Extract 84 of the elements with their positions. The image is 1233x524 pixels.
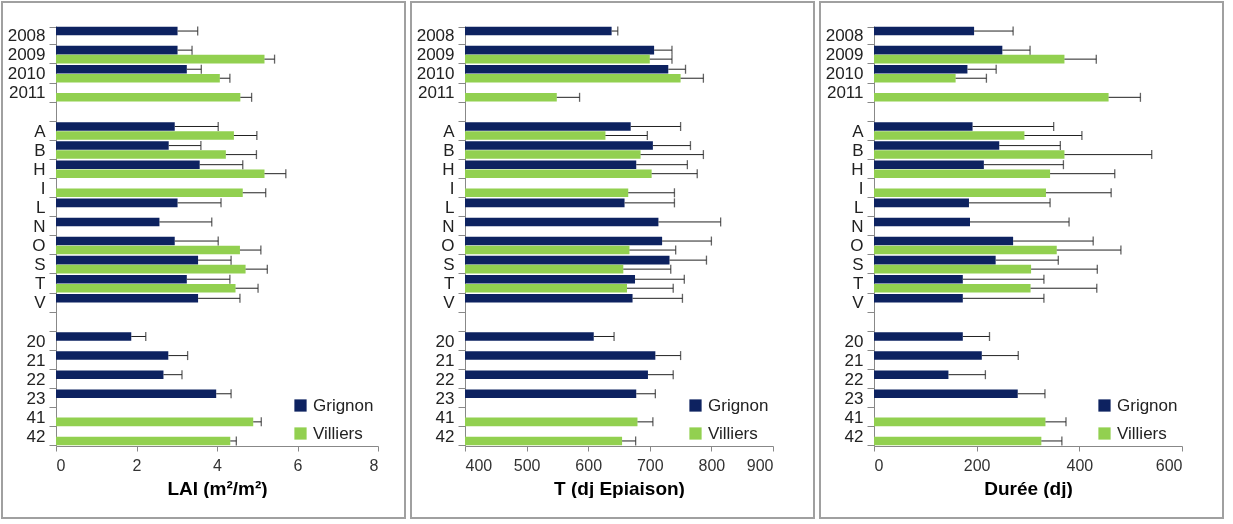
y-tick-label: 2011 bbox=[826, 83, 864, 103]
y-tick-label: I bbox=[858, 178, 864, 198]
y-tick-label: A bbox=[443, 121, 456, 141]
y-tick-label: 2008 bbox=[825, 26, 864, 46]
x-tick-label: 600 bbox=[1155, 456, 1183, 474]
y-tick-label: 2008 bbox=[416, 26, 455, 46]
y-tick-label: 2009 bbox=[7, 45, 46, 65]
y-tick-label: V bbox=[34, 293, 47, 313]
y-tick-label: I bbox=[40, 178, 46, 198]
y-tick-label: I bbox=[449, 178, 455, 198]
y-tick-label: 2010 bbox=[825, 64, 864, 84]
y-tick-label: H bbox=[33, 159, 46, 179]
x-axis-title: LAI (m²/m²) bbox=[167, 477, 268, 499]
y-tick-label: 2010 bbox=[7, 64, 46, 84]
x-tick-label: 8 bbox=[369, 456, 379, 474]
y-tick-label: 41 bbox=[435, 407, 455, 427]
y-tick-label: V bbox=[852, 293, 865, 313]
y-tick-label: 42 bbox=[435, 426, 455, 446]
y-tick-label: H bbox=[851, 159, 864, 179]
y-tick-label: O bbox=[32, 236, 46, 256]
y-tick-label: 20 bbox=[435, 331, 455, 351]
y-tick-label: 41 bbox=[844, 407, 864, 427]
y-tick-label: B bbox=[852, 140, 864, 160]
legend-label: Grignon bbox=[313, 395, 374, 415]
y-tick-label: B bbox=[443, 140, 455, 160]
y-tick-label: 21 bbox=[435, 350, 455, 370]
y-tick-label: T bbox=[444, 274, 455, 294]
legend-label: Grignon bbox=[708, 395, 769, 415]
y-tick-label: S bbox=[852, 255, 864, 275]
x-axis-title: T (dj Epiaison) bbox=[554, 477, 685, 499]
x-tick-label: 0 bbox=[56, 456, 66, 474]
y-tick-label: L bbox=[445, 197, 455, 217]
x-tick-label: 4 bbox=[213, 456, 223, 474]
y-tick-label: H bbox=[442, 159, 455, 179]
y-tick-label: N bbox=[33, 216, 46, 236]
y-tick-label: V bbox=[443, 293, 456, 313]
x-tick-label: 0 bbox=[874, 456, 884, 474]
legend-label: Villiers bbox=[313, 423, 363, 443]
y-tick-label: N bbox=[442, 216, 455, 236]
x-tick-label: 900 bbox=[746, 456, 774, 474]
y-tick-label: 23 bbox=[435, 388, 455, 408]
y-tick-label: 2010 bbox=[416, 64, 455, 84]
y-tick-label: 42 bbox=[26, 426, 46, 446]
y-tick-label: 21 bbox=[26, 350, 46, 370]
x-tick-label: 400 bbox=[1066, 456, 1094, 474]
y-tick-label: 41 bbox=[26, 407, 46, 427]
legend-label: Grignon bbox=[1117, 395, 1178, 415]
x-tick-label: 400 bbox=[465, 456, 493, 474]
y-tick-label: 2009 bbox=[416, 45, 455, 65]
y-tick-label: 23 bbox=[26, 388, 46, 408]
y-tick-label: 23 bbox=[844, 388, 864, 408]
y-tick-label: L bbox=[854, 197, 864, 217]
y-tick-label: O bbox=[850, 236, 864, 256]
y-tick-label: 2009 bbox=[825, 45, 864, 65]
y-tick-label: 2008 bbox=[7, 26, 46, 46]
y-tick-label: 21 bbox=[844, 350, 864, 370]
x-tick-label: 800 bbox=[698, 456, 726, 474]
y-tick-label: T bbox=[853, 274, 864, 294]
y-tick-label: 22 bbox=[26, 369, 46, 389]
y-tick-label: B bbox=[34, 140, 46, 160]
y-tick-label: 22 bbox=[435, 369, 455, 389]
y-tick-label: 2011 bbox=[417, 83, 455, 103]
y-tick-label: N bbox=[851, 216, 864, 236]
x-tick-label: 500 bbox=[513, 456, 541, 474]
y-tick-label: T bbox=[35, 274, 46, 294]
x-tick-label: 2 bbox=[132, 456, 142, 474]
y-tick-label: 20 bbox=[26, 331, 46, 351]
y-tick-label: 2011 bbox=[8, 83, 46, 103]
legend-label: Villiers bbox=[708, 423, 758, 443]
x-tick-label: 600 bbox=[575, 456, 603, 474]
y-tick-label: 22 bbox=[844, 369, 864, 389]
y-tick-label: S bbox=[34, 255, 46, 275]
y-tick-label: S bbox=[443, 255, 455, 275]
y-tick-label: O bbox=[441, 236, 455, 256]
x-tick-label: 6 bbox=[293, 456, 303, 474]
y-tick-label: 20 bbox=[844, 331, 864, 351]
x-tick-label: 200 bbox=[963, 456, 991, 474]
y-tick-label: A bbox=[34, 121, 47, 141]
y-tick-label: A bbox=[852, 121, 865, 141]
legend-label: Villiers bbox=[1117, 423, 1167, 443]
x-tick-label: 700 bbox=[636, 456, 664, 474]
y-tick-label: 42 bbox=[844, 426, 864, 446]
x-axis-title: Durée (dj) bbox=[984, 477, 1073, 499]
y-tick-label: L bbox=[36, 197, 46, 217]
